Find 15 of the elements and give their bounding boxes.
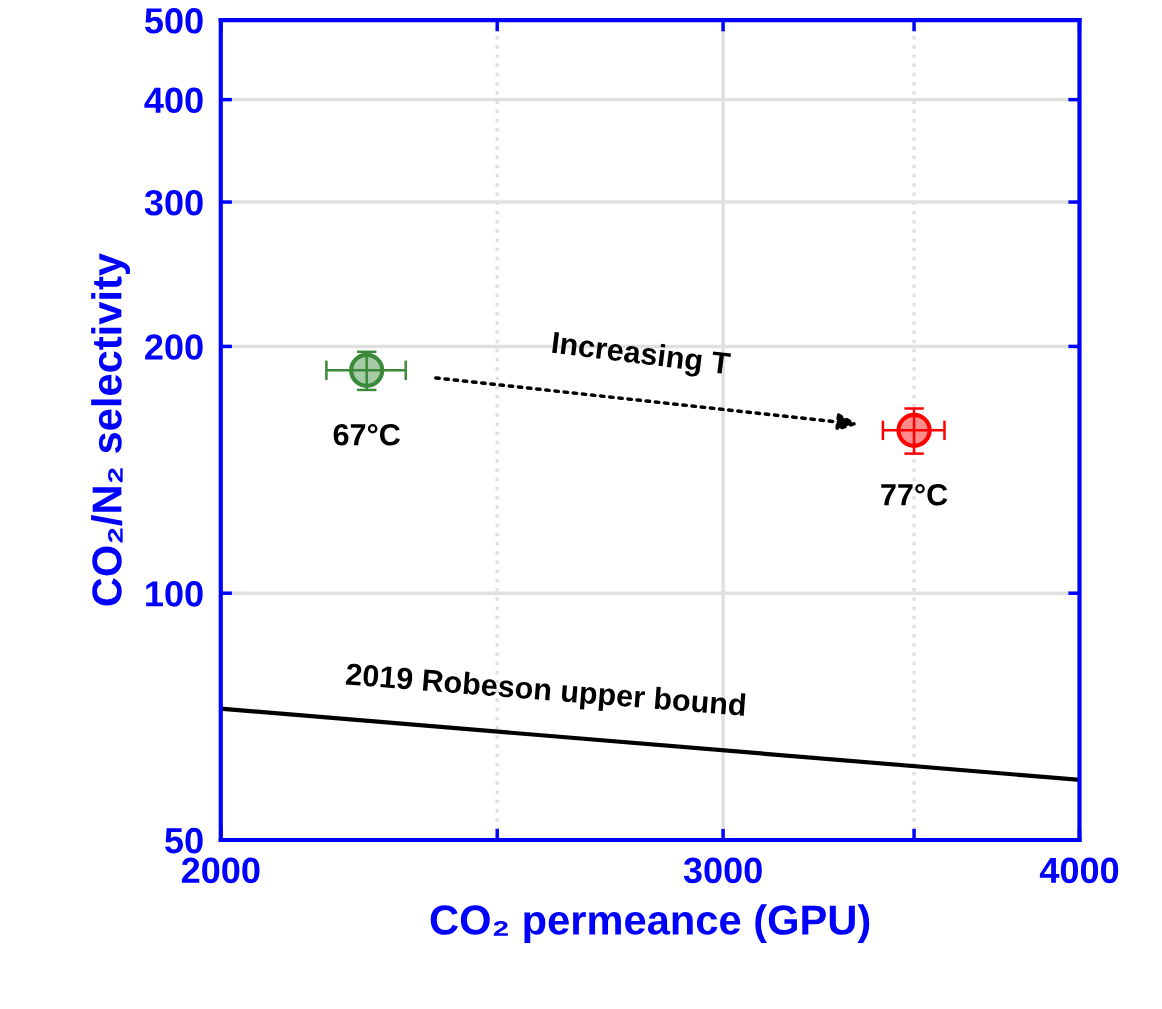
y-tick-label: 100 — [146, 581, 203, 607]
y-tick-label: 300 — [144, 189, 203, 216]
x-tick-label: 3000 — [683, 857, 762, 884]
annotation: 77°C — [881, 483, 948, 506]
annotation: Increasing T — [551, 330, 732, 381]
y-tick-label: 50 — [165, 827, 203, 854]
y-tick-label: 200 — [145, 334, 203, 360]
y-tick-label: 500 — [144, 8, 203, 34]
annotation: 67°C — [333, 423, 400, 446]
x-axis-title: CO₂ permeance (GPU) — [430, 904, 870, 944]
x-tick-label: 4000 — [1039, 857, 1119, 884]
annotation: 2019 Robeson upper bound — [345, 662, 746, 723]
y-tick-label: 400 — [144, 87, 203, 114]
y-axis-title: CO₂/N₂ selectivity — [91, 253, 130, 606]
x-tick-label: 2000 — [181, 857, 260, 884]
